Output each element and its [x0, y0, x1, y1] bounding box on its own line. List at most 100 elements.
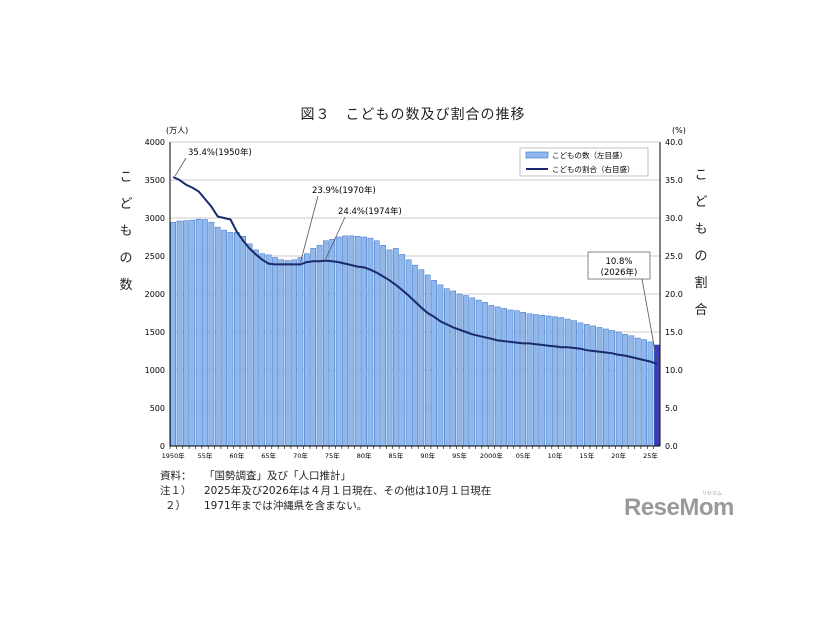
- x-tick-label: 25年: [643, 451, 658, 460]
- x-tick-label: 1950年: [162, 451, 186, 460]
- bar: [291, 259, 297, 447]
- legend-bar-swatch: [525, 151, 549, 159]
- bar: [297, 257, 304, 447]
- annotation-leader: [300, 195, 319, 263]
- left-axis-char: の: [119, 251, 133, 266]
- x-tick-label: 95年: [452, 451, 467, 460]
- right-tick-label: 25.0: [665, 252, 683, 261]
- note-row: 資料： 「国勢調査」及び「人口推計」: [160, 469, 491, 484]
- x-tick-label: 20年: [611, 451, 626, 460]
- bar: [558, 317, 565, 447]
- bar: [412, 264, 418, 447]
- bar: [424, 274, 431, 447]
- annotation-label: 35.4%(1950年): [188, 147, 252, 158]
- bar: [405, 259, 412, 447]
- right-tick-label: 35.0: [665, 176, 683, 185]
- note-text: 「国勢調査」及び「人口推計」: [204, 470, 351, 482]
- bar: [615, 331, 622, 447]
- left-tick-label: 500: [150, 404, 165, 413]
- left-tick-label: 0: [160, 442, 165, 451]
- left-axis-char: も: [119, 224, 133, 239]
- note-row: 注１） 2025年及び2026年は４月１日現在、その他は10月１日現在: [160, 484, 491, 499]
- x-tick-label: 55年: [198, 451, 213, 460]
- bar: [533, 314, 539, 447]
- chart-title: 図３ こどもの数及び割合の推移: [300, 107, 526, 123]
- bar: [583, 324, 590, 447]
- bar: [233, 232, 240, 447]
- bar: [272, 257, 278, 447]
- left-tick-label: 1500: [145, 328, 165, 337]
- resemom-logo[interactable]: ReseMom: [624, 494, 734, 521]
- bar: [507, 309, 514, 447]
- right-axis-char: も: [694, 222, 708, 237]
- bar: [253, 249, 259, 447]
- left-axis-char: こ: [119, 170, 133, 185]
- bar: [488, 305, 495, 447]
- right-tick-label: 15.0: [665, 328, 683, 337]
- right-tick-label: 20.0: [665, 290, 683, 299]
- x-tick-label: 10年: [548, 451, 563, 460]
- bar: [246, 243, 253, 447]
- annotation-label: 10.8%: [605, 257, 632, 267]
- bar: [195, 218, 202, 447]
- bar: [265, 254, 272, 447]
- x-tick-label: 85年: [389, 451, 404, 460]
- bar: [482, 302, 488, 447]
- right-axis-char: ど: [694, 195, 708, 210]
- right-axis-char: こ: [694, 168, 708, 183]
- chart-area: (万人) (%) 0 500 1000 1500 2000 2500 3000 3500 4000 0…: [145, 126, 686, 460]
- bar: [284, 260, 291, 447]
- bar: [202, 219, 208, 447]
- right-axis-title: こ ど も の 割 合: [693, 162, 709, 324]
- note-key: 注１）: [160, 485, 192, 497]
- left-axis-title: こ ど も の 数: [118, 164, 134, 299]
- bar: [214, 226, 221, 447]
- bar: [227, 232, 234, 447]
- note-text: 2025年及び2026年は４月１日現在、その他は10月１日現在: [204, 485, 492, 497]
- bar: [603, 328, 609, 447]
- bar: [596, 327, 603, 447]
- bar: [501, 308, 507, 447]
- bar: [393, 248, 399, 447]
- bar: [335, 236, 342, 447]
- left-tick-label: 2000: [145, 290, 165, 299]
- x-tick-label: 90年: [420, 451, 435, 460]
- annotation-label: (2026年): [601, 267, 638, 278]
- bar: [323, 240, 329, 447]
- bar: [348, 235, 355, 447]
- right-tick-label: 30.0: [665, 214, 683, 223]
- right-tick-label: 0.0: [665, 442, 678, 451]
- annotation-leader: [174, 157, 187, 177]
- bar: [456, 293, 463, 447]
- bar: [221, 229, 227, 447]
- bar: [342, 235, 348, 447]
- right-tick-label: 10.0: [665, 366, 683, 375]
- right-tick-label: 5.0: [665, 404, 678, 413]
- right-tick-label: 40.0: [665, 138, 683, 147]
- x-tick-label: 05年: [516, 451, 531, 460]
- bar: [475, 299, 482, 447]
- right-axis-char: 合: [694, 303, 708, 318]
- bar: [259, 253, 266, 447]
- annotation-leader: [641, 278, 658, 361]
- bar: [628, 335, 635, 447]
- bar: [240, 235, 247, 447]
- right-axis-char: の: [694, 249, 708, 264]
- bar: [450, 290, 457, 447]
- note-key: ２）: [165, 500, 186, 512]
- bar: [494, 306, 501, 447]
- bar: [590, 325, 597, 447]
- bar: [418, 269, 425, 447]
- annotation-box: [587, 251, 651, 280]
- x-tick-label: 70年: [293, 451, 308, 460]
- note-text: 1971年までは沖縄県を含まない。: [204, 500, 368, 512]
- x-tick-label: 65年: [261, 451, 276, 460]
- resemom-logo-sub: リセマム: [702, 491, 723, 497]
- bar: [170, 222, 177, 447]
- left-axis-char: 数: [119, 278, 133, 293]
- bar: [571, 320, 577, 447]
- left-tick-label: 4000: [145, 138, 165, 147]
- annotation-label: 23.9%(1970年): [312, 185, 376, 196]
- left-axis-char: ど: [119, 197, 133, 212]
- bar: [647, 341, 654, 447]
